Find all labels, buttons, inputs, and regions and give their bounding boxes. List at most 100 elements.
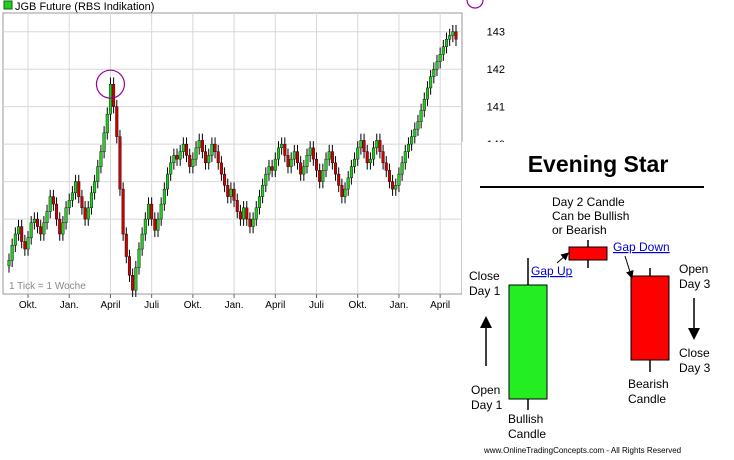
candle: [251, 218, 255, 227]
candle: [245, 207, 249, 220]
candle: [451, 31, 455, 36]
candle: [248, 218, 252, 227]
candle: [143, 218, 147, 235]
candle: [384, 162, 388, 171]
candle: [36, 218, 40, 227]
candle: [178, 151, 182, 160]
candle: [112, 83, 116, 107]
highlight-circle: [95, 69, 126, 99]
candle: [96, 166, 100, 182]
candle: [292, 151, 296, 160]
candle: [257, 196, 261, 209]
candle: [327, 151, 331, 160]
candle: [58, 218, 62, 235]
candle: [216, 151, 220, 164]
candle: [391, 181, 395, 190]
candle: [343, 188, 347, 197]
candle: [403, 151, 407, 164]
candle: [318, 170, 322, 182]
candle: [286, 155, 290, 167]
candle: [102, 132, 106, 152]
candle: [70, 192, 74, 201]
bearish-caption-2: Candle: [628, 392, 666, 406]
candle: [387, 170, 391, 182]
close-day3-2: Day 3: [679, 361, 711, 375]
candle: [10, 245, 14, 261]
candle: [353, 158, 357, 167]
candle: [159, 203, 163, 220]
candle: [121, 188, 125, 235]
candle: [435, 61, 439, 70]
candle: [444, 39, 448, 47]
candle: [156, 218, 160, 231]
gap-up-arrow: [556, 252, 569, 264]
candle: [93, 181, 97, 194]
bullish-caption-1: Bullish: [508, 412, 543, 426]
x-tick-label: April: [430, 300, 450, 310]
candle: [13, 233, 17, 246]
candle: [267, 166, 271, 175]
candle: [441, 46, 445, 55]
candle: [356, 147, 360, 160]
candle: [283, 143, 287, 156]
x-tick-label: April: [100, 300, 120, 310]
gap-down-label: Gap Down: [613, 240, 670, 254]
candle: [235, 200, 239, 212]
candle: [372, 147, 376, 160]
evening-star-svg: Evening Star Day 2 Candle Can be Bullish…: [469, 151, 711, 455]
candle: [315, 158, 319, 171]
price-chart: 138139140141142143 Okt.Jan.AprilJuliOkt.…: [2, 0, 505, 310]
candle: [185, 143, 189, 156]
candle: [7, 260, 11, 267]
candle: [337, 173, 341, 186]
candle: [359, 140, 363, 149]
copyright-text: www.OnlineTradingConcepts.com - All Righ…: [483, 446, 681, 455]
evening-star-panel: Evening Star Day 2 Candle Can be Bullish…: [462, 142, 734, 460]
candle: [51, 196, 55, 205]
candle: [172, 155, 176, 164]
chart-footnote: 1 Tick = 1 Woche: [9, 281, 86, 292]
candle: [299, 162, 303, 175]
candle: [213, 143, 217, 152]
candle: [74, 181, 78, 194]
candle: [381, 151, 385, 164]
candle: [169, 162, 173, 175]
candle: [200, 140, 204, 152]
gap-down-arrow: [624, 255, 634, 279]
x-tick-label: Okt.: [349, 300, 367, 310]
candle: [413, 128, 417, 137]
candle: [311, 147, 315, 160]
candle: [302, 166, 306, 175]
candle: [127, 256, 131, 276]
x-tick-label: Juli: [144, 300, 159, 310]
highlight-circles: [95, 0, 484, 99]
candle: [346, 177, 350, 190]
bearish-caption-1: Bearish: [628, 377, 669, 391]
candle: [134, 267, 138, 291]
candle: [432, 68, 436, 77]
candle: [48, 196, 52, 212]
candle: [261, 185, 265, 197]
price-chart-svg: 138139140141142143 Okt.Jan.AprilJuliOkt.…: [2, 0, 505, 310]
candle: [334, 162, 338, 175]
candle: [140, 233, 144, 250]
candle: [394, 185, 398, 190]
candle: [39, 226, 43, 235]
candle: [77, 181, 81, 197]
bullish-candle: [508, 284, 548, 400]
candle: [349, 166, 353, 179]
candle: [365, 151, 369, 164]
candle: [242, 207, 246, 220]
candle: [150, 203, 154, 220]
legend-swatch: [3, 0, 13, 10]
candle: [146, 203, 150, 220]
candle: [194, 147, 198, 160]
candle: [115, 106, 119, 137]
x-tick-label: Jan.: [225, 300, 244, 310]
candle: [80, 196, 84, 209]
candle: [273, 158, 277, 171]
candle: [26, 237, 30, 250]
candle: [406, 143, 410, 152]
candle: [226, 185, 230, 197]
candle: [419, 110, 423, 122]
